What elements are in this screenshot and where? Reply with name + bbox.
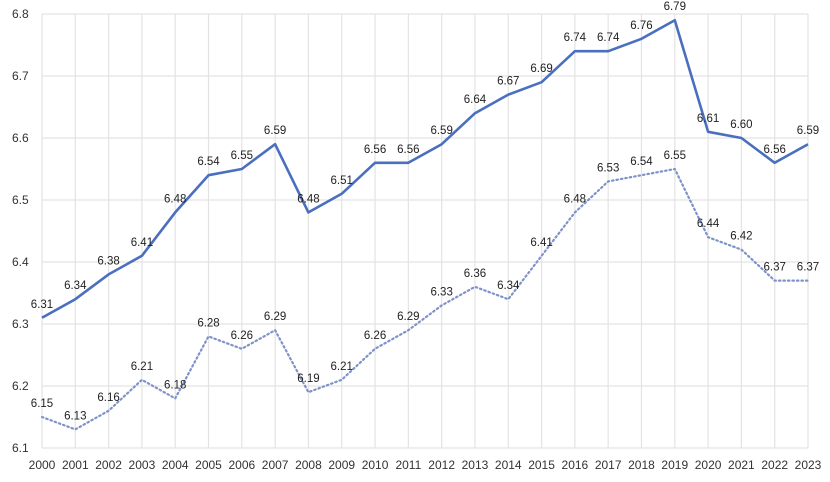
data-label: 6.34 [64, 280, 87, 292]
series-line-1 [41, 18, 809, 319]
data-label: 6.59 [264, 125, 286, 137]
y-tick-label: 6.8 [12, 7, 29, 21]
data-label: 6.28 [197, 317, 219, 329]
x-gridlines [41, 14, 809, 448]
x-tick-label: 2020 [695, 458, 722, 472]
data-label: 6.41 [131, 237, 153, 249]
x-tick-label: 2009 [328, 458, 355, 472]
x-tick-label: 2006 [228, 458, 255, 472]
x-tick-label: 2021 [728, 458, 755, 472]
data-label: 6.18 [164, 379, 186, 391]
y-gridlines [42, 13, 808, 449]
data-label: 6.55 [664, 150, 686, 162]
x-tick-label: 2015 [528, 458, 555, 472]
x-tick-label: 2000 [29, 458, 56, 472]
x-tick-label: 2017 [595, 458, 622, 472]
series-line-2 [40, 167, 810, 431]
x-tick-label: 2002 [95, 458, 122, 472]
x-axis-ticks: 2000 2001 2002 2003 2004 2005 2006 2007 2008 2009… [29, 458, 822, 472]
x-tick-label: 2013 [462, 458, 489, 472]
data-label: 6.56 [764, 144, 786, 156]
data-label: 6.36 [464, 268, 486, 280]
data-label: 6.34 [497, 280, 520, 292]
data-label: 6.13 [64, 410, 86, 422]
y-tick-label: 6.6 [12, 131, 29, 145]
x-tick-label: 2022 [761, 458, 788, 472]
data-label: 6.54 [197, 156, 220, 168]
data-label: 6.29 [264, 311, 286, 323]
data-label: 6.26 [231, 330, 253, 342]
y-tick-label: 6.1 [12, 441, 29, 455]
data-label: 6.59 [797, 125, 819, 137]
data-label: 6.41 [530, 237, 552, 249]
data-label: 6.48 [164, 193, 186, 205]
x-tick-label: 2005 [195, 458, 222, 472]
series-lines [40, 18, 810, 431]
x-tick-label: 2007 [262, 458, 289, 472]
data-label: 6.54 [630, 156, 653, 168]
data-label: 6.48 [297, 193, 319, 205]
data-label: 6.76 [630, 20, 652, 32]
data-label: 6.59 [430, 125, 452, 137]
data-label: 6.55 [231, 150, 253, 162]
data-label: 6.69 [530, 63, 552, 75]
data-label: 6.60 [730, 119, 752, 131]
y-tick-label: 6.3 [12, 317, 29, 331]
y-tick-label: 6.2 [12, 379, 29, 393]
data-label: 6.29 [397, 311, 419, 323]
x-tick-label: 2001 [62, 458, 89, 472]
x-tick-label: 2004 [162, 458, 189, 472]
data-label: 6.21 [331, 361, 353, 373]
x-tick-label: 2023 [795, 458, 822, 472]
data-label: 6.38 [97, 255, 119, 267]
x-tick-label: 2016 [562, 458, 589, 472]
data-label: 6.15 [31, 398, 53, 410]
y-tick-label: 6.7 [12, 69, 29, 83]
x-tick-label: 2010 [362, 458, 389, 472]
data-label: 6.37 [764, 262, 786, 274]
x-tick-label: 2018 [628, 458, 655, 472]
data-label: 6.74 [564, 32, 587, 44]
data-label: 6.44 [697, 218, 720, 230]
x-tick-label: 2014 [495, 458, 522, 472]
y-tick-label: 6.5 [12, 193, 29, 207]
data-label: 6.26 [364, 330, 386, 342]
data-label: 6.42 [730, 231, 752, 243]
data-label: 6.21 [131, 361, 153, 373]
data-label: 6.37 [797, 262, 819, 274]
data-label: 6.48 [564, 193, 586, 205]
data-labels: 6.31 6.34 6.38 6.41 6.48 6.54 6.55 6.59 6.48 6.51… [31, 1, 819, 422]
data-label: 6.16 [97, 392, 119, 404]
data-label: 6.56 [397, 144, 419, 156]
data-label: 6.64 [464, 94, 487, 106]
x-tick-label: 2008 [295, 458, 322, 472]
x-tick-label: 2019 [661, 458, 688, 472]
data-label: 6.61 [697, 113, 719, 125]
data-label: 6.31 [31, 299, 53, 311]
x-tick-label: 2003 [129, 458, 156, 472]
y-tick-label: 6.4 [12, 255, 29, 269]
data-label: 6.67 [497, 76, 519, 88]
data-label: 6.19 [297, 373, 319, 385]
data-label: 6.53 [597, 162, 619, 174]
data-label: 6.79 [664, 1, 686, 13]
data-label: 6.74 [597, 32, 620, 44]
data-label: 6.33 [430, 286, 452, 298]
y-axis-ticks: 6.1 6.2 6.3 6.4 6.5 6.6 6.7 6.8 [12, 7, 29, 455]
data-label: 6.51 [331, 175, 353, 187]
x-tick-label: 2012 [428, 458, 455, 472]
x-tick-label: 2011 [395, 458, 421, 472]
data-label: 6.56 [364, 144, 386, 156]
